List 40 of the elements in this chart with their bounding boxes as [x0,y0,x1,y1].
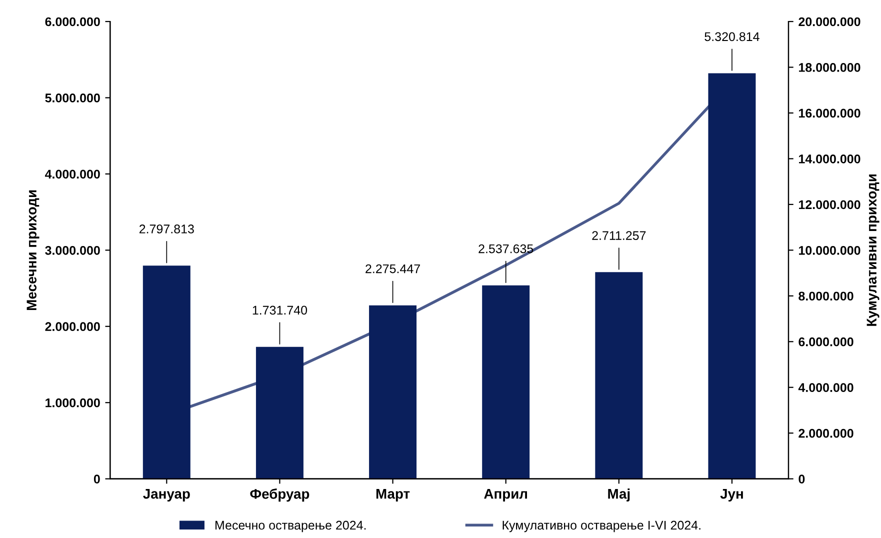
data-label: 2.711.257 [592,231,646,240]
y2-tick-label: 4.000.000 [798,383,854,392]
y2-tick-label: 14.000.000 [799,154,860,164]
bar [708,73,756,479]
bar [369,305,417,479]
bar [256,346,304,479]
x-tick-label: Фебруар [250,488,310,502]
data-label: 2.797.813 [139,224,194,234]
y2-tick-label: 16.000.000 [799,108,860,118]
x-tick-label: Март [376,489,410,502]
data-label: 1.731.740 [252,306,308,315]
y2-axis-title: Кумулативни приходи [866,174,880,326]
y-tick-label: 6.000.000 [45,17,100,26]
y2-tick-label: 2.000.000 [798,428,854,438]
y2-tick-label: 18.000.000 [799,63,860,72]
y2-tick-label: 8.000.000 [798,292,854,301]
y-tick-label: 2.000.000 [45,322,100,332]
x-tick-label: Јун [720,489,743,502]
data-label: 5.320.814 [704,32,760,42]
y-axis-title: Месечни приходи [26,190,40,310]
y2-tick-label: 0 [798,474,805,484]
y-tick-label: 1.000.000 [46,398,100,408]
y-tick-label: 0 [94,474,100,484]
y-tick-label: 4.000.000 [44,170,100,179]
data-label: 2.275.447 [366,264,420,274]
x-tick-label: Јануар [143,489,190,502]
y2-tick-label: 20.000.000 [798,17,860,26]
bar [142,266,190,479]
y-tick-label: 3.000.000 [45,246,100,255]
x-tick-label: Мај [608,488,630,502]
y2-tick-label: 6.000.000 [798,337,854,346]
y-tick-label: 5.000.000 [45,94,100,102]
bar [482,285,530,479]
legend-label: Месечно остварење 2024. [216,520,366,532]
data-label: 2.537.635 [478,244,534,254]
legend-label: Кумулативно остварење I-VI 2024. [502,520,700,532]
y2-tick-label: 10.000.000 [799,246,860,255]
x-tick-label: Април [484,489,528,502]
bar [595,272,643,479]
y2-tick-label: 12.000.000 [799,200,860,210]
